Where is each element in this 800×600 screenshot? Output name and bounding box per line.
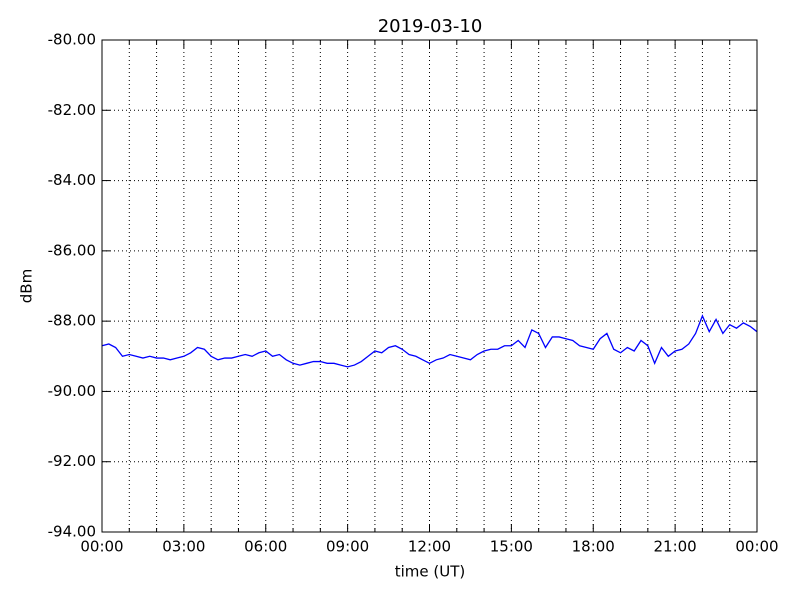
y-tick-label: -86.00 [48,241,96,259]
x-tick-label: 18:00 [572,538,615,556]
x-tick-label: 00:00 [735,538,778,556]
x-tick-label: 21:00 [654,538,697,556]
x-tick-label: 03:00 [162,538,205,556]
y-tick-label: -92.00 [48,452,96,470]
x-axis-label: time (UT) [395,563,466,581]
y-tick-label: -90.00 [48,382,96,400]
y-tick-label: -84.00 [48,171,96,189]
y-tick-label: -94.00 [48,523,96,541]
chart-title: 2019-03-10 [378,16,483,37]
x-tick-label: 00:00 [80,538,123,556]
x-tick-label: 12:00 [408,538,451,556]
x-tick-label: 06:00 [244,538,287,556]
y-tick-label: -88.00 [48,312,96,330]
data-line [101,314,758,368]
plot-frame [101,39,758,533]
y-tick-label: -80.00 [48,31,96,49]
y-tick-label: -82.00 [48,101,96,119]
y-axis-label: dBm [18,269,36,303]
x-tick-label: 15:00 [490,538,533,556]
x-tick-label: 09:00 [326,538,369,556]
